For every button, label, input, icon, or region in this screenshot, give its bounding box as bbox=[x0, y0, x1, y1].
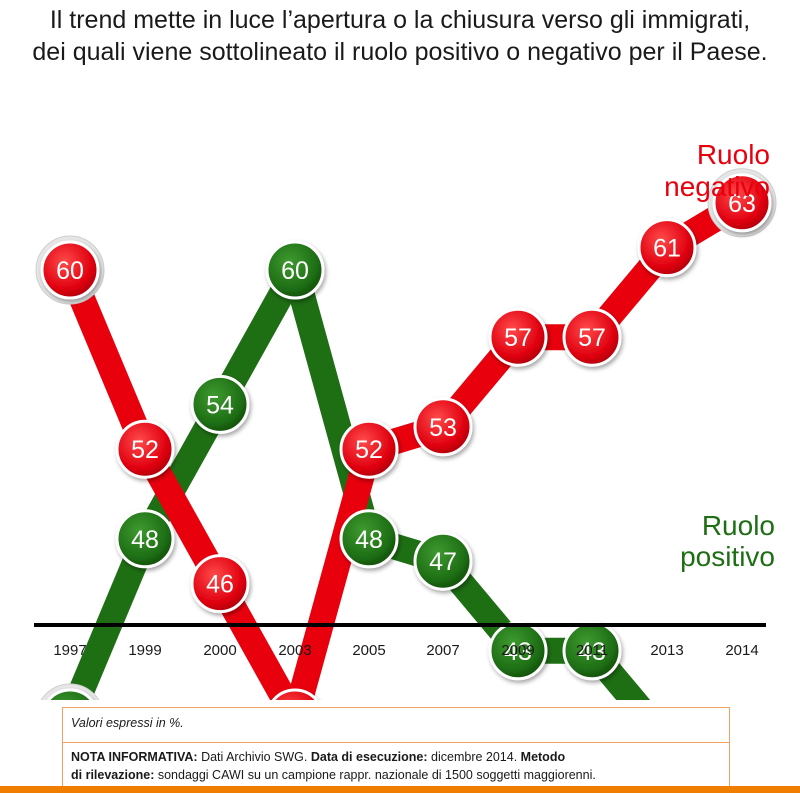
methodology-note: Valori espressi in %. NOTA INFORMATIVA: … bbox=[62, 707, 730, 787]
x-tick-label: 2003 bbox=[278, 642, 311, 659]
bottom-accent-bar bbox=[0, 786, 800, 793]
marker-circle bbox=[488, 621, 548, 681]
data-point-negative-2005: 52 bbox=[339, 419, 399, 479]
method-value: sondaggi CAWI su un campione rappr. nazi… bbox=[154, 768, 596, 782]
marker-circle bbox=[115, 509, 175, 569]
marker-circle bbox=[190, 374, 250, 434]
data-label: 63 bbox=[728, 190, 756, 218]
data-label: 53 bbox=[429, 414, 457, 442]
x-tick-label: 2013 bbox=[650, 642, 683, 659]
x-tick-label: 2000 bbox=[203, 642, 236, 659]
marker-circle bbox=[413, 531, 473, 591]
chart-title: Il trend mette in luce l’apertura o la c… bbox=[0, 4, 800, 68]
data-label: 57 bbox=[578, 324, 606, 352]
x-tick-label: 2007 bbox=[426, 642, 459, 659]
data-label: 47 bbox=[429, 548, 457, 576]
note-divider bbox=[63, 742, 729, 743]
data-label: 61 bbox=[653, 235, 681, 263]
data-point-negative-1999: 52 bbox=[115, 419, 175, 479]
x-tick-label: 1999 bbox=[128, 642, 161, 659]
series-line-negative bbox=[57, 189, 755, 700]
x-tick-label: 2009 bbox=[501, 642, 534, 659]
x-tick-label: 2005 bbox=[352, 642, 385, 659]
marker-circle bbox=[339, 509, 399, 569]
x-tick-label: 2011 bbox=[576, 642, 608, 659]
data-point-positive-2011: 43 bbox=[562, 621, 622, 681]
data-point-negative-1997: 60 bbox=[35, 235, 105, 305]
marker-circle bbox=[271, 688, 319, 700]
marker-circle bbox=[637, 218, 697, 278]
data-point-positive-2003: 60 bbox=[265, 240, 325, 300]
data-point-positive-2009: 43 bbox=[488, 621, 548, 681]
info-value: Dati Archivio SWG. bbox=[197, 750, 311, 764]
data-label: 57 bbox=[504, 324, 532, 352]
marker-circle bbox=[562, 307, 622, 367]
legend-positive-line-1: Ruolo bbox=[702, 510, 775, 541]
method-label-2: di rilevazione: bbox=[71, 768, 155, 782]
data-point-positive-1997: 40 bbox=[40, 683, 100, 700]
data-label: 48 bbox=[131, 526, 159, 554]
legend-positive-line-2: positivo bbox=[680, 541, 775, 572]
date-value: dicembre 2014. bbox=[427, 750, 521, 764]
marker-circle bbox=[265, 240, 325, 300]
method-label: Metodo bbox=[520, 750, 566, 764]
info-text: NOTA INFORMATIVA: Dati Archivio SWG. Dat… bbox=[63, 743, 729, 784]
data-label: 43 bbox=[578, 638, 606, 666]
data-point-positive-2007: 47 bbox=[413, 531, 473, 591]
marker-circle bbox=[413, 397, 473, 457]
data-point-negative-2011: 57 bbox=[562, 307, 622, 367]
data-point-positive-1999: 48 bbox=[115, 509, 175, 569]
legend-negative-line-2: negativo bbox=[664, 171, 770, 202]
date-label: Data di esecuzione: bbox=[310, 750, 428, 764]
legend-negative-line-1: Ruolo bbox=[697, 139, 770, 170]
marker-circle bbox=[115, 419, 175, 479]
data-point-positive-2000: 54 bbox=[190, 374, 250, 434]
marker-circle bbox=[562, 621, 622, 681]
data-label: 54 bbox=[206, 391, 234, 419]
marker-circle bbox=[40, 240, 100, 300]
unit-note: Valori espressi in %. bbox=[71, 716, 184, 730]
marker-circle bbox=[46, 688, 94, 700]
info-label: NOTA INFORMATIVA: bbox=[71, 750, 198, 764]
data-label: 52 bbox=[131, 436, 159, 464]
marker-circle bbox=[488, 307, 548, 367]
title-line-1: Il trend mette in luce l’apertura o la c… bbox=[49, 6, 751, 34]
trend-chart: 4048546048474343393760524640525357576163… bbox=[34, 139, 777, 700]
data-point-negative-2009: 57 bbox=[488, 307, 548, 367]
title-line-2: dei quali viene sottolineato il ruolo po… bbox=[32, 38, 768, 66]
data-label: 60 bbox=[56, 257, 84, 285]
data-point-negative-2007: 53 bbox=[413, 397, 473, 457]
data-point-negative-2000: 46 bbox=[190, 554, 250, 614]
data-point-negative-2003: 40 bbox=[271, 688, 319, 700]
x-tick-label: 2014 bbox=[725, 642, 758, 659]
data-point-negative-2014: 63 bbox=[707, 168, 777, 238]
data-label: 48 bbox=[355, 526, 383, 554]
marker-circle bbox=[712, 173, 772, 233]
data-label: 52 bbox=[355, 436, 383, 464]
data-point-positive-2005: 48 bbox=[339, 509, 399, 569]
data-label: 46 bbox=[206, 571, 234, 599]
x-tick-label: 1997 bbox=[53, 642, 86, 659]
data-label: 60 bbox=[281, 257, 309, 285]
series-line-positive bbox=[63, 257, 651, 700]
data-point-negative-2013: 61 bbox=[637, 218, 697, 278]
marker-circle bbox=[339, 419, 399, 479]
data-label: 43 bbox=[504, 638, 532, 666]
marker-circle bbox=[190, 554, 250, 614]
